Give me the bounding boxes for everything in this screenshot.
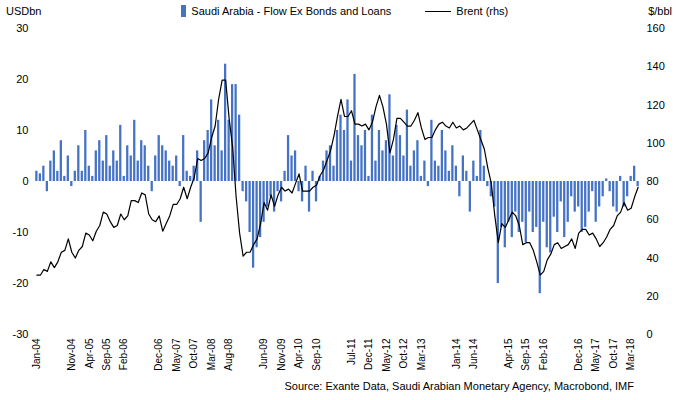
svg-text:20: 20 <box>16 73 28 85</box>
svg-text:40: 40 <box>647 252 659 264</box>
svg-text:Mar-18: Mar-18 <box>625 338 636 370</box>
svg-text:Sep-15: Sep-15 <box>520 338 531 371</box>
svg-text:Feb-06: Feb-06 <box>118 338 129 370</box>
svg-text:Jul-11: Jul-11 <box>346 338 357 365</box>
svg-text:80: 80 <box>647 175 659 187</box>
svg-text:-20: -20 <box>13 277 29 289</box>
svg-text:120: 120 <box>647 99 665 111</box>
svg-text:Jan-14: Jan-14 <box>451 338 462 369</box>
svg-text:Nov-09: Nov-09 <box>276 338 287 371</box>
svg-text:Sep-05: Sep-05 <box>101 338 112 371</box>
html-text:Saudi Arabia - Flow Ex Bonds a: Saudi Arabia - Flow Ex Bonds and Loans <box>191 5 392 17</box>
svg-text:Apr-05: Apr-05 <box>83 338 94 368</box>
svg-text:10: 10 <box>16 124 28 136</box>
svg-text:Oct-07: Oct-07 <box>188 338 199 368</box>
html-text:$/bbl: $/bbl <box>648 5 672 17</box>
svg-text:Dec-16: Dec-16 <box>573 338 584 371</box>
svg-text:Sep-10: Sep-10 <box>311 338 322 371</box>
svg-text:30: 30 <box>16 22 28 34</box>
svg-text:0: 0 <box>22 175 28 187</box>
svg-text:Jan-04: Jan-04 <box>31 338 42 369</box>
svg-text:Dec-06: Dec-06 <box>153 338 164 371</box>
html-text:Source: Exante Data, Saudi Ara: Source: Exante Data, Saudi Arabian Monet… <box>284 380 634 392</box>
svg-text:Mar-08: Mar-08 <box>206 338 217 370</box>
svg-text:Jun-09: Jun-09 <box>258 338 269 369</box>
html-text:USDbn: USDbn <box>6 5 42 17</box>
svg-text:Feb-16: Feb-16 <box>538 338 549 370</box>
svg-text:20: 20 <box>647 290 659 302</box>
svg-text:May-12: May-12 <box>381 338 392 372</box>
svg-text:Oct-17: Oct-17 <box>608 338 619 368</box>
svg-text:100: 100 <box>647 137 665 149</box>
svg-text:May-07: May-07 <box>171 338 182 372</box>
svg-text:May-17: May-17 <box>590 338 601 372</box>
svg-text:Oct-12: Oct-12 <box>398 338 409 368</box>
svg-text:-30: -30 <box>13 328 29 340</box>
svg-text:Nov-04: Nov-04 <box>66 338 77 371</box>
svg-text:0: 0 <box>647 328 653 340</box>
html-text:Brent (rhs): Brent (rhs) <box>456 5 509 17</box>
svg-text:Dec-11: Dec-11 <box>363 338 374 370</box>
svg-text:160: 160 <box>647 22 665 34</box>
svg-text:140: 140 <box>647 60 665 72</box>
svg-text:Mar-13: Mar-13 <box>416 338 427 370</box>
svg-text:-10: -10 <box>13 226 29 238</box>
svg-text:Apr-10: Apr-10 <box>293 338 304 368</box>
svg-text:Jun-14: Jun-14 <box>468 338 479 369</box>
svg-text:Apr-15: Apr-15 <box>503 338 514 368</box>
svg-text:Aug-08: Aug-08 <box>223 338 234 371</box>
svg-text:60: 60 <box>647 213 659 225</box>
